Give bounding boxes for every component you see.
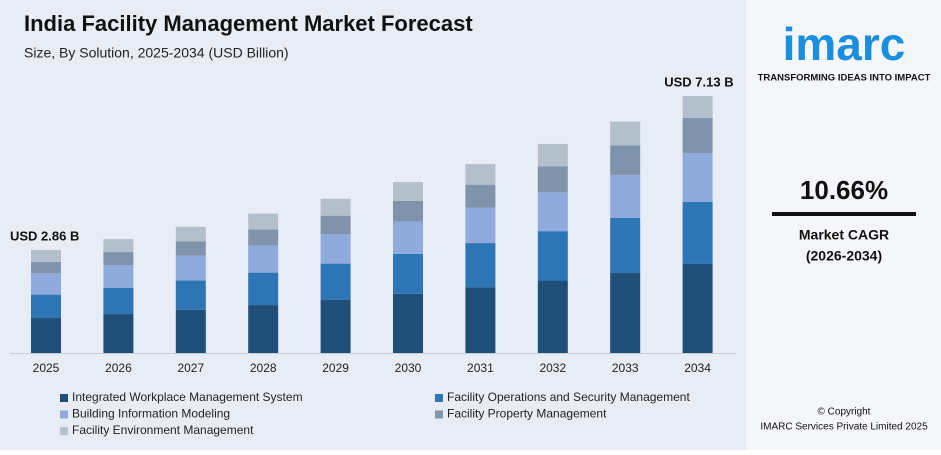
chart-title: India Facility Management Market Forecas… — [24, 11, 473, 36]
bar-segment — [393, 200, 423, 222]
annotation: USD 7.13 B — [664, 74, 733, 89]
bar-segment — [537, 280, 568, 353]
sidebar — [746, 0, 941, 450]
x-tick-label: 2026 — [105, 361, 132, 375]
legend-label: Facility Property Management — [447, 407, 607, 421]
bar-segment — [393, 221, 423, 254]
divider — [772, 212, 916, 216]
x-tick-label: 2029 — [322, 361, 349, 375]
bar-segment — [610, 121, 641, 146]
legend-swatch — [435, 410, 443, 419]
bar-segment — [175, 241, 206, 256]
bar-segment — [31, 273, 61, 295]
bar-segment — [248, 272, 279, 306]
bar-segment — [320, 299, 351, 353]
bar-segment — [320, 198, 351, 216]
cagr-label: Market CAGR — [799, 227, 889, 243]
bar-segment — [175, 226, 206, 242]
bar-segment — [175, 309, 206, 353]
annotation: USD 2.86 B — [10, 228, 79, 243]
x-tick-label: 2032 — [539, 361, 566, 375]
bar-segment — [393, 253, 423, 294]
logo: imarc — [783, 18, 906, 70]
bar-segment — [31, 261, 61, 274]
company: IMARC Services Private Limited 2025 — [760, 422, 928, 433]
legend-label: Integrated Workplace Management System — [72, 390, 303, 404]
bar-segment — [682, 117, 713, 153]
x-tick-label: 2031 — [467, 361, 494, 375]
bar-segment — [31, 294, 61, 319]
bar-segment — [175, 255, 206, 281]
legend-label: Facility Environment Management — [72, 423, 254, 437]
bar-segment — [248, 229, 279, 246]
x-tick-label: 2027 — [177, 361, 204, 375]
bar-segment — [393, 293, 423, 353]
legend-label: Building Information Modeling — [72, 407, 230, 421]
bar-segment — [610, 174, 641, 218]
bar-segment — [103, 239, 134, 253]
bar-segment — [248, 245, 279, 273]
bar-segment — [31, 249, 61, 262]
bar-segment — [103, 287, 134, 315]
copyright: © Copyright — [818, 407, 871, 418]
bar-segment — [610, 217, 641, 273]
bar-segment — [103, 252, 134, 266]
tagline: TRANSFORMING IDEAS INTO IMPACT — [758, 73, 931, 84]
bar-segment — [393, 182, 423, 201]
bar-segment — [31, 318, 61, 353]
bar-segment — [248, 213, 279, 230]
bar-segment — [682, 152, 713, 202]
bar-segment — [465, 243, 496, 288]
legend-swatch — [60, 427, 68, 435]
bar-segment — [248, 305, 279, 353]
bar-segment — [175, 280, 206, 310]
bar-segment — [320, 215, 351, 235]
bar-segment — [682, 96, 713, 118]
bar-segment — [465, 184, 496, 208]
bar-segment — [320, 263, 351, 300]
bar-segment — [610, 145, 641, 175]
bar-segment — [320, 234, 351, 264]
x-tick-label: 2033 — [612, 361, 639, 375]
bar-segment — [465, 164, 496, 185]
legend-label: Facility Operations and Security Managem… — [447, 390, 690, 404]
cagr-value: 10.66% — [800, 175, 888, 205]
legend-swatch — [435, 394, 443, 402]
legend-swatch — [60, 410, 68, 419]
bar-segment — [465, 287, 496, 353]
cagr-period: (2026-2034) — [806, 248, 882, 264]
bar-segment — [103, 265, 134, 288]
x-tick-label: 2028 — [250, 361, 277, 375]
bar-segment — [537, 143, 568, 167]
bar-segment — [537, 166, 568, 193]
bar-segment — [537, 192, 568, 232]
chart-subtitle: Size, By Solution, 2025-2034 (USD Billio… — [24, 45, 289, 61]
bar-segment — [103, 314, 134, 353]
x-tick-label: 2025 — [33, 361, 60, 375]
bar-segment — [537, 231, 568, 281]
bar-segment — [682, 201, 713, 264]
bar-segment — [465, 207, 496, 244]
bar-segment — [610, 272, 641, 353]
bar-segment — [682, 263, 713, 353]
legend-swatch — [60, 394, 68, 402]
x-tick-label: 2034 — [684, 361, 711, 375]
x-tick-label: 2030 — [395, 361, 422, 375]
